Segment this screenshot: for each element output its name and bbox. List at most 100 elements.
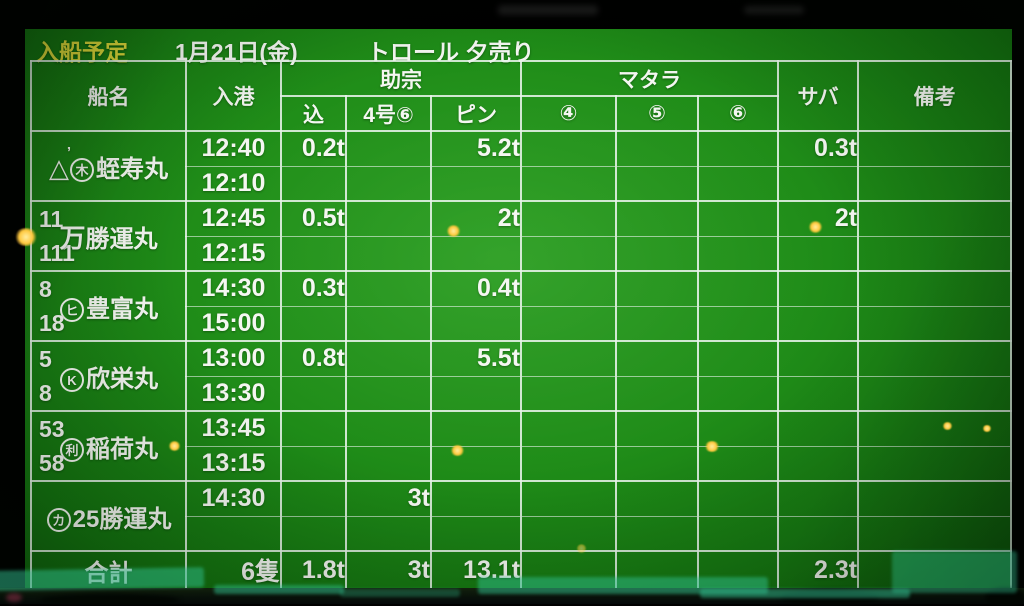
qty-cell xyxy=(697,235,780,272)
qty-cell xyxy=(280,305,347,342)
total-cell: 3t xyxy=(345,550,432,590)
ship-name: 利稲荷丸 xyxy=(59,429,158,464)
house-mark-wrap: △’ xyxy=(49,144,71,184)
arrival-time-cell: 12:45 xyxy=(185,200,282,237)
col-header-pin: ピン xyxy=(429,95,523,132)
ship-name-text: 蛭寿丸 xyxy=(96,155,168,183)
qty-cell xyxy=(520,270,618,307)
qty-cell xyxy=(615,480,700,517)
arrival-time-cell: 14:30 xyxy=(185,480,282,517)
fleet-number: 111 xyxy=(39,239,75,266)
qty-cell xyxy=(777,445,860,482)
arrival-time-cell: 12:40 xyxy=(185,130,282,167)
qty-cell xyxy=(280,445,347,482)
circled-mark: 利 xyxy=(60,438,84,462)
remarks-cell xyxy=(857,480,1013,517)
qty-cell xyxy=(615,340,700,377)
qty-cell xyxy=(777,480,860,517)
total-label: 合計 xyxy=(30,550,187,590)
qty-cell xyxy=(280,235,347,272)
qty-cell xyxy=(280,480,347,517)
qty-cell: 3t xyxy=(345,480,432,517)
qty-cell: 0.2t xyxy=(280,130,347,167)
col-header-komi: 込 xyxy=(280,95,347,132)
fleet-numbers: 8 18 xyxy=(39,273,65,339)
ship-name-text: 稲荷丸 xyxy=(86,435,158,463)
circled-mark: 木 xyxy=(70,158,94,182)
col-header-remarks: 備考 xyxy=(857,60,1013,132)
ship-row-second: 15:00 xyxy=(31,305,1013,342)
fleet-numbers: 53 58 xyxy=(39,413,65,479)
qty-cell xyxy=(615,200,700,237)
ship-name-text: 25勝運丸 xyxy=(72,505,172,533)
remarks-cell xyxy=(857,130,1013,167)
qty-cell xyxy=(697,375,780,412)
qty-cell xyxy=(777,515,860,552)
house-mark: 万 xyxy=(59,222,86,253)
qty-cell xyxy=(615,235,700,272)
ship-name: K 欣栄丸 xyxy=(59,359,158,394)
qty-cell: 5.2t xyxy=(429,130,523,167)
qty-cell xyxy=(520,200,618,237)
camera-smudge xyxy=(498,5,598,15)
ship-name-cell: 53 58 利稲荷丸 xyxy=(30,410,187,482)
ship-row-second: 12:10 xyxy=(31,165,1013,202)
qty-cell xyxy=(615,270,700,307)
col-group-matara: マタラ xyxy=(520,60,780,97)
qty-cell xyxy=(345,375,432,412)
col-group-sukesou: 助宗 xyxy=(279,60,523,97)
ship-row-second: 12:15 xyxy=(31,235,1013,272)
arrival-schedule-table: 船名 入港 助宗 マタラ サバ 備考 込 4号⑥ ピン ④ ⑤ ⑥ △’ 木蛭寿丸… xyxy=(30,60,1013,590)
remarks-cell xyxy=(857,270,1013,307)
qty-cell xyxy=(280,410,347,447)
qty-cell: 2t xyxy=(777,200,860,237)
col-header-matara-5: ⑤ xyxy=(615,95,700,132)
qty-cell xyxy=(345,165,432,202)
fleet-number: 8 xyxy=(39,275,52,302)
ship-row: 53 58 利稲荷丸 13:45 xyxy=(30,410,1013,482)
qty-cell xyxy=(429,305,523,342)
arrival-time-cell: 14:30 xyxy=(185,270,282,307)
remarks-cell xyxy=(857,305,1013,342)
qty-cell xyxy=(777,270,860,307)
qty-cell xyxy=(697,480,780,517)
ship-row: △’ 木蛭寿丸 12:40 0.2t 5.2t 0.3t xyxy=(30,130,1013,202)
circled-mark: K xyxy=(60,368,84,392)
ship-name-text: 勝運丸 xyxy=(85,225,158,253)
fleet-number: 53 xyxy=(39,415,65,442)
col-header-ship: 船名 xyxy=(30,60,187,132)
qty-cell xyxy=(777,305,860,342)
qty-cell: 0.3t xyxy=(777,130,860,167)
qty-cell xyxy=(345,515,432,552)
qty-cell xyxy=(697,410,780,447)
qty-cell xyxy=(697,270,780,307)
total-row: 合計 6隻 1.8t 3t 13.1t 2.3t xyxy=(30,550,1013,590)
fleet-number: 18 xyxy=(39,309,65,336)
qty-cell xyxy=(429,445,523,482)
qty-cell xyxy=(429,375,523,412)
qty-cell: 2t xyxy=(429,200,523,237)
qty-cell xyxy=(520,480,618,517)
qty-cell xyxy=(697,515,780,552)
qty-cell xyxy=(345,305,432,342)
qty-cell xyxy=(520,340,618,377)
qty-cell xyxy=(280,165,347,202)
qty-cell: 0.4t xyxy=(429,270,523,307)
qty-cell xyxy=(697,165,780,202)
qty-cell xyxy=(615,445,700,482)
qty-cell xyxy=(615,130,700,167)
col-header-matara-4: ④ xyxy=(520,95,618,132)
qty-cell xyxy=(429,480,523,517)
display-screen: 入船予定 1月21日(金) トロール 夕売り 船名 入港 助宗 マタラ サバ 備… xyxy=(25,29,1013,592)
qty-cell xyxy=(429,165,523,202)
qty-cell xyxy=(345,270,432,307)
total-cell xyxy=(857,550,1013,590)
ship-row: 8 18 ヒ豊富丸 14:30 0.3t 0.4t xyxy=(30,270,1013,342)
qty-cell xyxy=(615,165,700,202)
total-cell xyxy=(615,550,700,590)
ship-name-cell: △’ 木蛭寿丸 xyxy=(30,130,187,202)
qty-cell xyxy=(697,445,780,482)
qty-cell xyxy=(697,130,780,167)
ship-row: カ 25勝運丸 14:30 3t xyxy=(30,480,1013,552)
